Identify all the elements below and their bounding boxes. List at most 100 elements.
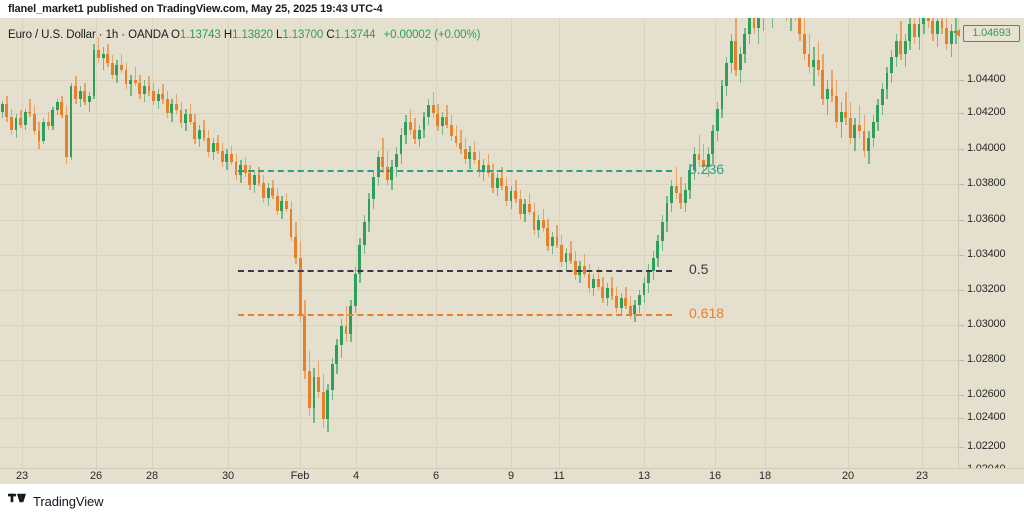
price-tick-label: 1.03400 <box>967 248 1006 260</box>
candle-body <box>752 18 756 28</box>
candle-wick <box>134 66 137 86</box>
candle-body <box>830 89 834 96</box>
candle-body <box>46 121 50 127</box>
fib-level-label[interactable]: 0.618 <box>689 305 725 321</box>
candle-body <box>734 40 738 70</box>
candle-body <box>660 221 664 242</box>
candle-body <box>372 176 375 200</box>
candle-body <box>573 260 577 276</box>
candle-body <box>825 89 829 99</box>
candle-body <box>408 121 412 130</box>
candle-body <box>546 228 550 247</box>
candle-body <box>23 111 27 125</box>
candle-body <box>876 105 880 122</box>
fib-level-label[interactable]: 0.5 <box>689 261 709 277</box>
grid-line-horizontal <box>0 184 958 185</box>
candle-body <box>353 273 357 307</box>
plot-area[interactable]: 0.236 0.5 0.618 <box>0 18 958 468</box>
candle-body <box>468 152 472 159</box>
time-tick-label: 6 <box>432 470 440 482</box>
candle-body <box>280 200 284 211</box>
candle-body <box>60 102 64 116</box>
candle-body <box>702 160 705 167</box>
candle-body <box>28 111 32 114</box>
candle-body <box>0 103 4 112</box>
price-tick-label: 1.02200 <box>967 440 1006 452</box>
candle-body <box>935 21 939 35</box>
candle-body <box>720 85 724 109</box>
grid-line-horizontal <box>0 149 958 150</box>
candle-wick <box>345 306 347 342</box>
candle-body <box>647 270 650 284</box>
time-tick-label: 26 <box>89 470 103 482</box>
candle-body <box>271 187 275 197</box>
grid-line-horizontal <box>0 447 958 448</box>
candle-body <box>908 24 912 41</box>
candle-wick <box>813 47 815 86</box>
candle-body <box>252 175 256 185</box>
candle-body <box>42 121 45 142</box>
legend-interval[interactable]: 1h <box>105 29 119 41</box>
grid-line-vertical <box>152 18 153 468</box>
grid-line-horizontal <box>0 418 958 419</box>
candle-body <box>138 82 142 95</box>
candle-wick <box>831 69 833 103</box>
candle-body <box>234 162 238 175</box>
candle-body <box>216 142 220 151</box>
candle-body <box>285 200 288 209</box>
candle-body <box>472 152 476 161</box>
candle-wick <box>675 166 677 200</box>
candle-body <box>10 116 13 130</box>
legend-open-value: 1.13743 <box>179 29 221 41</box>
candle-body <box>518 199 522 214</box>
attribution-bar: flanel_market1 published on TradingView.… <box>0 0 1024 18</box>
time-tick-label: 30 <box>221 470 235 482</box>
current-price-badge: 1.04693 <box>963 24 1020 42</box>
candle-body <box>885 73 889 90</box>
price-tick-label: 1.03600 <box>967 213 1006 225</box>
grid-line-vertical <box>228 18 229 468</box>
fib-level-line[interactable] <box>238 270 672 272</box>
time-tick-label: 23 <box>915 470 929 482</box>
candle-body <box>385 166 389 180</box>
candle-body <box>197 129 201 140</box>
candle-body <box>656 241 660 258</box>
candle-wick <box>703 144 705 174</box>
candle-wick <box>102 47 105 70</box>
candle-wick <box>409 108 412 135</box>
candle-body <box>615 296 618 308</box>
candle-body <box>844 111 848 119</box>
candle-body <box>523 204 527 214</box>
candle-body <box>638 294 641 305</box>
candle-body <box>821 69 825 99</box>
candle-body <box>101 53 105 59</box>
time-tick-label: 16 <box>708 470 722 482</box>
fib-level-line[interactable] <box>238 170 672 172</box>
candle-body <box>807 53 811 67</box>
fib-level-label[interactable]: 0.236 <box>689 161 725 177</box>
candle-body <box>445 116 449 125</box>
candle-body <box>193 121 197 140</box>
time-tick-label: Feb <box>290 470 310 482</box>
candle-body <box>390 166 394 180</box>
candle-body <box>83 90 87 103</box>
price-tick-mark <box>959 184 964 185</box>
candle-body <box>440 116 444 127</box>
tradingview-logo-icon <box>8 492 27 510</box>
candle-body <box>894 40 898 57</box>
fib-level-line[interactable] <box>238 314 672 316</box>
candle-body <box>903 40 907 54</box>
candle-wick <box>148 76 150 96</box>
candle-wick <box>923 18 925 35</box>
candle-body <box>858 124 861 132</box>
candle-body <box>839 111 843 122</box>
time-scale[interactable]: 23 26 28 30 Feb 4 6 9 11 13 16 18 20 23 <box>0 468 1024 484</box>
legend-symbol[interactable]: Euro / U.S. Dollar <box>8 29 96 41</box>
candle-body <box>179 110 183 124</box>
grid-line-horizontal <box>0 255 958 256</box>
price-scale[interactable]: 1.04400 1.04200 1.04000 1.03800 1.03600 1.034… <box>955 18 1024 475</box>
candle-body <box>381 157 385 167</box>
grid-line-vertical <box>511 18 512 468</box>
chart-frame[interactable]: 0.236 0.5 0.618 Euro / U.S. Dollar · 1h · … <box>0 18 1024 484</box>
